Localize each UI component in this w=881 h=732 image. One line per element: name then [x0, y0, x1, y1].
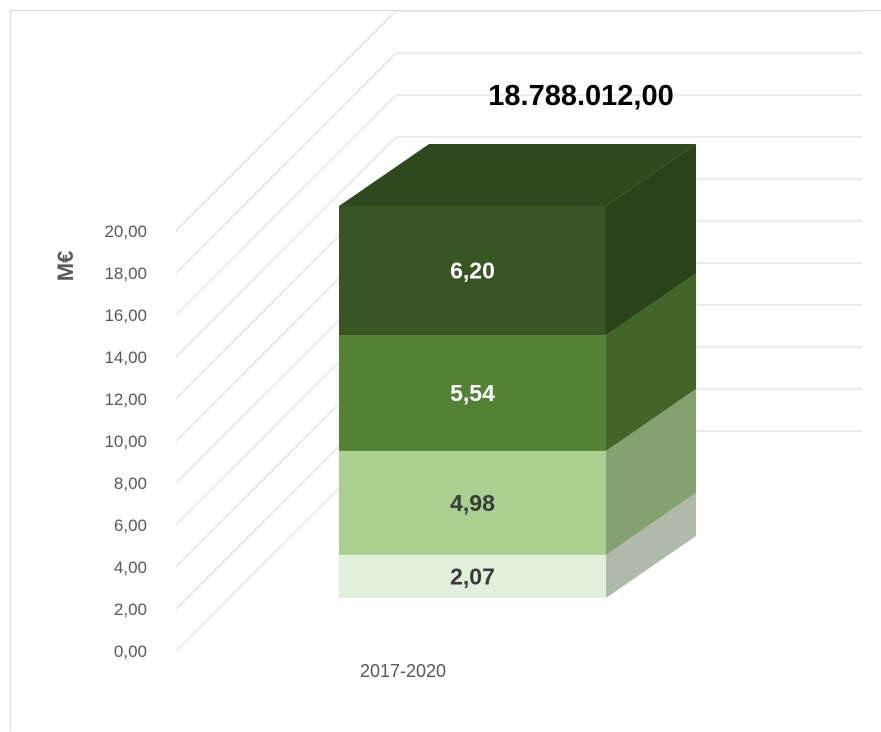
data-label: 4,98 [450, 490, 495, 516]
gridline-side [175, 94, 397, 316]
gridline [175, 94, 862, 316]
y-tick-label: 18,00 [104, 264, 147, 283]
bar-segment [339, 388, 696, 555]
bar-front-face [339, 554, 606, 598]
y-tick-label: 14,00 [104, 348, 147, 367]
bar-segment [339, 492, 696, 598]
y-tick-label: 8,00 [114, 474, 147, 493]
bar-side-face [606, 273, 696, 451]
chart-area: 0,00 2,00 4,00 6,00 8,00 10,00 12,00 14,00 16,00… [10, 10, 881, 731]
y-axis-title: M€ [53, 251, 78, 282]
data-label: 6,20 [450, 258, 495, 284]
gridline [175, 11, 862, 232]
data-label: 5,54 [450, 380, 495, 406]
total-label: 18.788.012,00 [488, 80, 673, 112]
bar-side-face [606, 388, 696, 555]
gridline-side [175, 52, 397, 274]
y-tick-label: 6,00 [114, 516, 147, 535]
data-labels: 2,07 4,98 5,54 6,20 [450, 258, 495, 590]
y-tick-label: 2,00 [114, 600, 147, 619]
category-label: 2017-2020 [360, 661, 446, 681]
y-axis-ticks: 0,00 2,00 4,00 6,00 8,00 10,00 12,00 14,00 16,00… [104, 222, 147, 661]
bar-segment [339, 273, 696, 451]
gridline [175, 52, 862, 274]
bar-side-face [606, 492, 696, 598]
bar-front-face [339, 450, 606, 555]
gridline-side [175, 136, 397, 358]
bar-front-face [339, 206, 606, 336]
data-label: 2,07 [450, 563, 495, 589]
bar-segment [339, 144, 696, 336]
bar-top-face [339, 144, 696, 206]
bar-side-face [606, 144, 696, 336]
y-tick-label: 0,00 [114, 642, 147, 661]
stacked-3d-bar-chart: 0,00 2,00 4,00 6,00 8,00 10,00 12,00 14,00 16,00… [53, 11, 862, 681]
y-tick-label: 20,00 [104, 222, 147, 241]
y-tick-label: 16,00 [104, 306, 147, 325]
bar-front-face [339, 335, 606, 451]
y-tick-label: 12,00 [104, 390, 147, 409]
y-tick-label: 4,00 [114, 558, 147, 577]
gridline-side [175, 11, 397, 232]
y-tick-label: 10,00 [104, 432, 147, 451]
bars [339, 144, 696, 598]
gridline [175, 136, 862, 358]
